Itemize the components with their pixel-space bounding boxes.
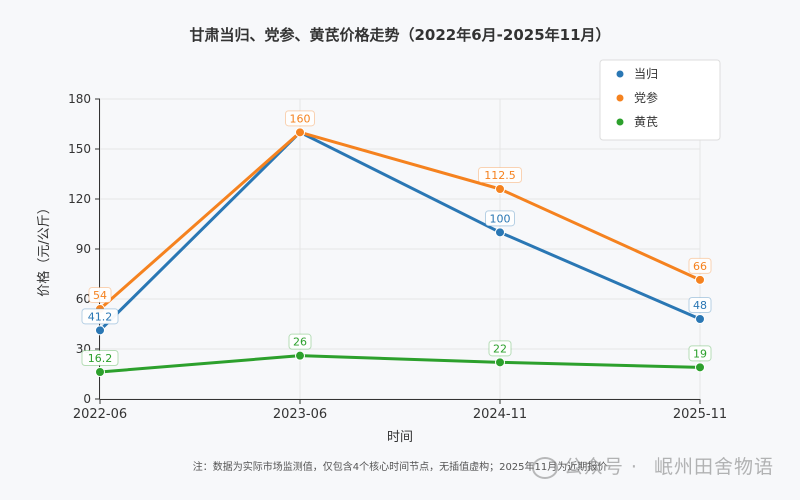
data-point[interactable] (495, 227, 505, 238)
data-label-text: 100 (490, 212, 511, 225)
data-point[interactable] (495, 184, 505, 194)
data-label-0-0: 41.2 (81, 308, 119, 325)
data-point[interactable] (295, 127, 305, 138)
y-tick-label: 180 (68, 92, 91, 106)
x-tick-label: 2025-11 (673, 407, 727, 422)
y-tick-label: 60 (76, 292, 91, 306)
y-tick-label: 0 (83, 392, 91, 406)
data-label-1-0: 54 (88, 287, 112, 303)
data-label-box (688, 257, 712, 274)
data-label-text: 26 (293, 336, 307, 349)
series-line-1 (98, 130, 702, 311)
data-point[interactable] (695, 274, 705, 285)
data-label-text: 48 (693, 299, 707, 312)
data-label-box (88, 287, 112, 303)
data-point[interactable] (95, 367, 105, 377)
data-label-box (488, 340, 512, 357)
data-label-2-1: 26 (288, 333, 312, 350)
y-axis-title: 价格（元/公斤） (36, 201, 52, 296)
data-label-0-2: 100 (485, 210, 515, 227)
legend-item[interactable]: 黄芪 (616, 115, 659, 129)
grid-layer (99, 98, 701, 400)
series-layer (95, 127, 705, 377)
data-label-box (688, 297, 712, 313)
data-point[interactable] (695, 362, 705, 373)
data-point[interactable] (695, 314, 705, 324)
series-line-2 (98, 354, 702, 374)
data-point[interactable] (95, 325, 105, 336)
data-label-0-3: 48 (688, 297, 712, 313)
data-label-text: 16.2 (88, 352, 113, 365)
legend-item[interactable]: 党参 (616, 90, 659, 105)
data-label-2-2: 22 (488, 340, 512, 357)
x-axis-title: 时间 (387, 430, 413, 445)
wechat-icon (531, 456, 558, 479)
legend-box (599, 59, 721, 141)
data-label-text: 160 (290, 112, 311, 125)
data-label-1-2: 112.5 (478, 167, 522, 183)
footnote: 注：数据为实际市场监测值，仅包含4个核心时间节点，无插值虚构；2025年11月为… (193, 460, 608, 473)
data-label-box (478, 167, 522, 183)
y-tick-label: 120 (68, 192, 91, 206)
data-point[interactable] (295, 350, 305, 361)
y-tick-label: 150 (68, 142, 91, 156)
data-label-1-3: 66 (688, 257, 712, 274)
watermark-right: 岷州田舍物语 (653, 456, 774, 478)
watermark-left: 公众号 · (563, 456, 638, 478)
legend-label: 党参 (634, 90, 658, 105)
legend-marker (616, 118, 624, 126)
data-label-text: 22 (493, 342, 507, 355)
data-label-text: 41.2 (88, 310, 113, 323)
x-tick-label: 2024-11 (473, 407, 527, 422)
legend-item[interactable]: 当归 (616, 67, 659, 81)
legend-marker (616, 70, 624, 78)
y-tick-label: 90 (76, 242, 91, 256)
x-tick-label: 2022-06 (73, 407, 127, 422)
legend-marker (616, 94, 624, 102)
data-label-box (81, 350, 119, 366)
data-label-2-0: 16.2 (81, 350, 119, 366)
data-label-text: 66 (693, 260, 707, 273)
data-label-2-3: 19 (688, 345, 712, 362)
data-label-box (485, 210, 515, 227)
data-label-box (288, 333, 312, 350)
data-label-box (688, 345, 712, 362)
chart-title: 甘肃当归、党参、黄芪价格走势（2022年6月-2025年11月） (189, 26, 610, 44)
data-label-text: 54 (93, 289, 107, 302)
legend-label: 黄芪 (634, 115, 658, 129)
data-label-layer: 41.2 100 48 54 160 112.5 66 16.2 26 22 19 (81, 110, 712, 366)
data-label-box (285, 110, 315, 127)
watermark: 公众号 · 岷州田舍物语 (531, 452, 774, 479)
legend-label: 当归 (634, 67, 658, 81)
data-label-box (81, 308, 119, 325)
data-label-text: 112.5 (484, 169, 516, 182)
data-label-text: 19 (693, 347, 707, 360)
x-tick-label: 2023-06 (273, 407, 327, 422)
data-label-1-1: 160 (285, 110, 315, 127)
series-line-0 (98, 130, 702, 332)
data-point[interactable] (495, 357, 505, 368)
